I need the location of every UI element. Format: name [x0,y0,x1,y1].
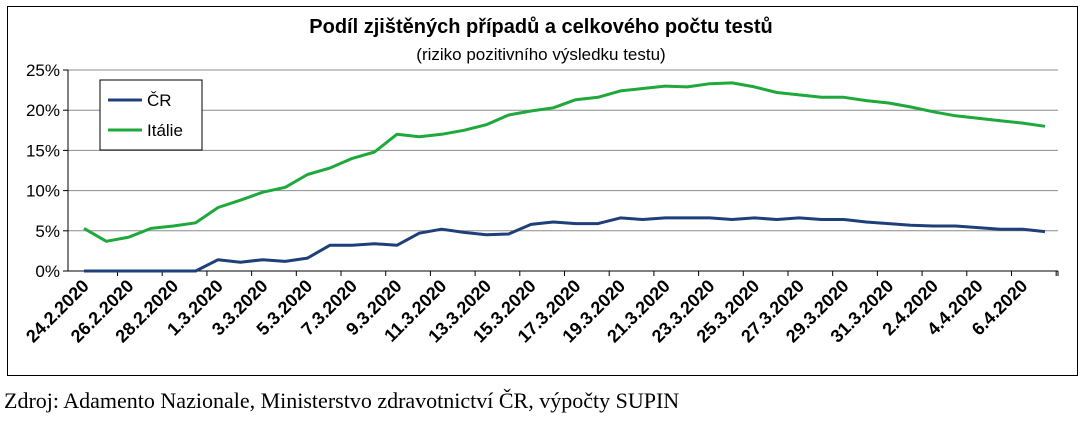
legend: ČR Itálie [99,79,203,151]
series-lines [83,81,1046,273]
grid [68,69,1058,232]
y-tick-label: 25% [26,61,60,80]
y-tick-label: 5% [35,222,60,241]
series-line-italie [83,81,1046,243]
y-tick-label: 15% [26,141,60,160]
legend-box [99,79,203,151]
legend-label: ČR [147,91,172,110]
source-note: Zdroj: Adamento Nazionale, Ministerstvo … [4,388,680,413]
y-tick-label: 10% [26,182,60,201]
chart-subtitle: (riziko pozitivního výsledku testu) [416,45,665,64]
chart-title: Podíl zjištěných případů a celkového poč… [309,16,772,38]
chart-area: Podíl zjištěných případů a celkového poč… [22,16,1059,346]
y-tick-label: 0% [35,262,60,281]
series-line-cr [84,216,1046,273]
y-tick-label: 20% [26,101,60,120]
legend-label: Itálie [147,121,183,140]
